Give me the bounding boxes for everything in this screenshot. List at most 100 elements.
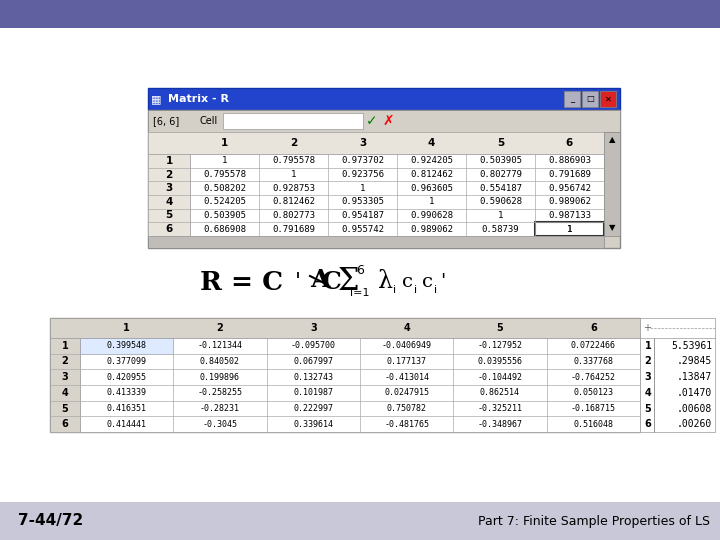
Text: 5.53961: 5.53961 (671, 341, 712, 351)
Bar (148, 110, 620, 132)
Text: 0.956742: 0.956742 (548, 184, 591, 193)
Text: □: □ (586, 94, 594, 104)
Text: 1: 1 (567, 225, 572, 234)
Text: 5: 5 (166, 211, 173, 220)
Text: 0.516048: 0.516048 (573, 420, 613, 429)
Text: 1: 1 (62, 341, 68, 351)
Bar (640, 318, 715, 432)
Text: 1: 1 (498, 211, 503, 220)
Bar (80, 338, 640, 432)
Text: 4: 4 (166, 197, 173, 207)
Text: -0.258255: -0.258255 (197, 388, 243, 397)
Text: 0.987133: 0.987133 (548, 211, 591, 220)
Text: ▦: ▦ (150, 94, 161, 104)
Text: C: C (322, 270, 342, 294)
Bar (600, 91, 616, 107)
Text: 3: 3 (62, 372, 68, 382)
Text: 7-44/72: 7-44/72 (18, 514, 84, 529)
Text: -0.168715: -0.168715 (571, 404, 616, 413)
Bar (80, 338, 174, 354)
Text: -0.0406949: -0.0406949 (382, 341, 432, 350)
Text: 1: 1 (166, 156, 173, 166)
Text: 4: 4 (62, 388, 68, 398)
Text: Σ: Σ (338, 267, 359, 298)
Text: c: c (422, 273, 433, 291)
Text: 2: 2 (62, 356, 68, 367)
Bar (148, 132, 604, 154)
Text: 1: 1 (123, 323, 130, 333)
Text: 6: 6 (356, 264, 364, 276)
Text: 5: 5 (497, 323, 503, 333)
Text: i: i (414, 285, 417, 295)
Text: 6: 6 (590, 323, 597, 333)
Text: 5: 5 (497, 138, 504, 148)
Text: 0.812462: 0.812462 (410, 170, 453, 179)
Text: 1: 1 (291, 170, 296, 179)
Text: 0.802773: 0.802773 (272, 211, 315, 220)
Text: 0.0722466: 0.0722466 (571, 341, 616, 350)
Text: .01470: .01470 (677, 388, 712, 398)
Text: 0.989062: 0.989062 (410, 225, 453, 234)
Text: 0.750782: 0.750782 (387, 404, 427, 413)
Text: 4: 4 (428, 138, 435, 148)
Text: 0.973702: 0.973702 (341, 157, 384, 165)
Text: -0.325211: -0.325211 (477, 404, 523, 413)
Text: 2: 2 (217, 323, 223, 333)
Text: ✕: ✕ (605, 94, 611, 104)
Bar (190, 154, 604, 236)
Text: ': ' (440, 273, 445, 291)
Bar (50, 318, 640, 432)
Bar (582, 91, 598, 107)
Text: 0.963605: 0.963605 (410, 184, 453, 193)
Text: 0.923756: 0.923756 (341, 170, 384, 179)
Text: 6: 6 (166, 224, 173, 234)
Text: 0.0247915: 0.0247915 (384, 388, 429, 397)
Text: -0.28231: -0.28231 (200, 404, 240, 413)
Text: 0.177137: 0.177137 (387, 357, 427, 366)
Text: 3: 3 (644, 372, 652, 382)
Text: +: + (643, 323, 651, 333)
Bar (148, 110, 620, 248)
Text: 0.686908: 0.686908 (203, 225, 246, 234)
Text: i: i (434, 285, 437, 295)
Text: 0.416351: 0.416351 (107, 404, 147, 413)
Text: 0.132743: 0.132743 (293, 373, 333, 382)
Text: i: i (393, 285, 396, 295)
Text: 0.067997: 0.067997 (293, 357, 333, 366)
Text: -0.764252: -0.764252 (571, 373, 616, 382)
Text: 0.840502: 0.840502 (200, 357, 240, 366)
Text: c: c (402, 273, 413, 291)
Text: 2: 2 (644, 356, 652, 367)
Text: 0.795578: 0.795578 (272, 157, 315, 165)
Text: 0.524205: 0.524205 (203, 197, 246, 206)
Text: 0.414441: 0.414441 (107, 420, 147, 429)
Text: 0.928753: 0.928753 (272, 184, 315, 193)
Text: 0.989062: 0.989062 (548, 197, 591, 206)
Bar (148, 88, 620, 110)
Text: 0.802779: 0.802779 (479, 170, 522, 179)
Text: 1: 1 (567, 225, 572, 234)
Bar (535, 222, 604, 236)
Text: 0.503905: 0.503905 (479, 157, 522, 165)
Text: Cell: Cell (200, 116, 218, 126)
Text: 0.050123: 0.050123 (573, 388, 613, 397)
Text: 0.862514: 0.862514 (480, 388, 520, 397)
Text: 1: 1 (222, 157, 228, 165)
Text: 0.503905: 0.503905 (203, 211, 246, 220)
Text: 0.955742: 0.955742 (341, 225, 384, 234)
Bar (50, 338, 80, 432)
Bar (50, 318, 640, 338)
Text: 2: 2 (166, 170, 173, 179)
Text: 0.199896: 0.199896 (200, 373, 240, 382)
Bar (148, 154, 190, 236)
Text: -0.481765: -0.481765 (384, 420, 429, 429)
Text: 3: 3 (166, 183, 173, 193)
Text: Matrix - R: Matrix - R (168, 94, 229, 104)
Bar (0, 502, 720, 540)
Text: 3: 3 (359, 138, 366, 148)
Text: -0.095700: -0.095700 (291, 341, 336, 350)
Text: 0.58739: 0.58739 (482, 225, 519, 234)
Text: 5: 5 (644, 403, 652, 414)
Text: 0.413339: 0.413339 (107, 388, 147, 397)
Text: 0.886903: 0.886903 (548, 157, 591, 165)
